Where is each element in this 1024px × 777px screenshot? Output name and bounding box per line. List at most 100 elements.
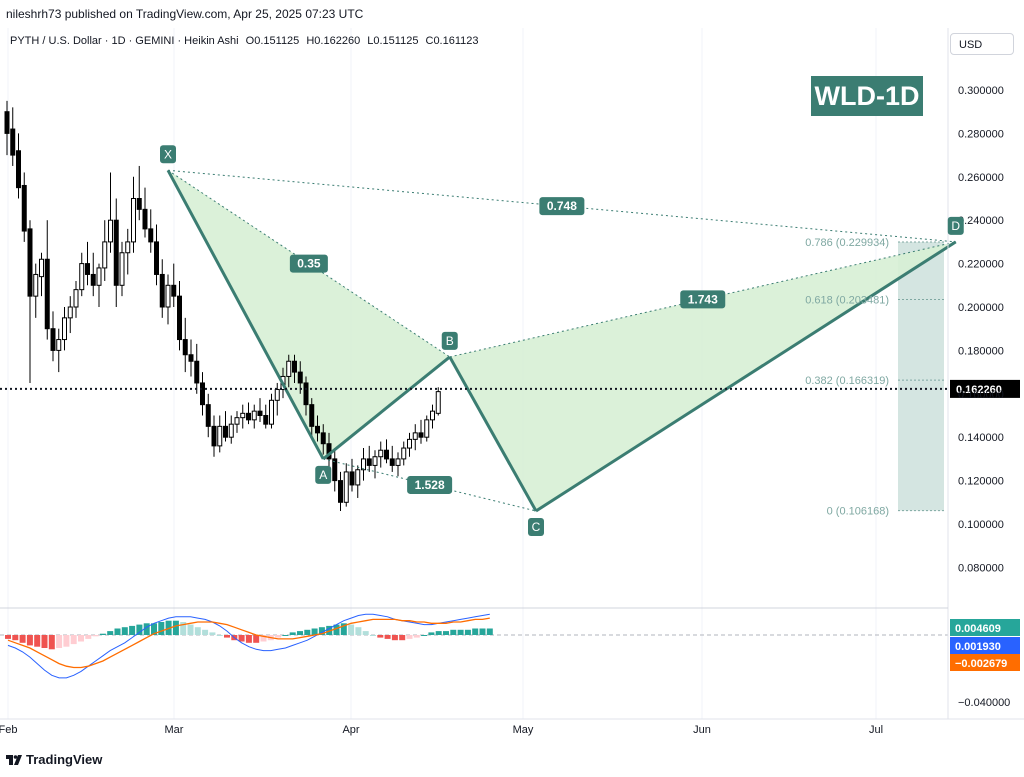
macd-histogram-bar xyxy=(472,628,479,635)
ohlc-high: H0.162260 xyxy=(306,35,361,47)
time-tick-label: Apr xyxy=(342,724,359,736)
price-tick-label: 0.080000 xyxy=(958,562,1004,574)
candle-body xyxy=(142,208,148,230)
macd-line xyxy=(7,613,490,679)
candle-body xyxy=(251,410,257,421)
macd-histogram-bar xyxy=(282,635,289,636)
macd-histogram-bar xyxy=(180,622,187,635)
candle-body xyxy=(355,469,361,486)
macd-histogram-bar xyxy=(56,635,63,648)
price-tick-label: 0.260000 xyxy=(958,172,1004,184)
candle-body xyxy=(119,252,125,286)
candle-body xyxy=(44,258,50,330)
candle-body xyxy=(286,360,292,377)
macd-histogram-bar xyxy=(107,631,114,635)
price-tick-label: 0.160000 xyxy=(958,389,1004,401)
macd-histogram-bar xyxy=(216,635,223,636)
candle-body xyxy=(125,241,131,254)
candle-body xyxy=(62,317,67,341)
candle-body xyxy=(67,306,73,319)
fibonacci-levels: 0.786 (0.229934) 0.618 (0.203481) 0.382 (0… xyxy=(0,237,1020,518)
candle-body xyxy=(257,410,263,417)
candle-body xyxy=(430,410,435,421)
point-label: B xyxy=(446,334,454,348)
macd-histogram-bar xyxy=(253,635,260,643)
candle-body xyxy=(269,399,274,425)
macd-histogram-bar xyxy=(457,629,464,635)
macd-histogram-bar xyxy=(70,635,77,645)
price-tick-label: 0.180000 xyxy=(958,345,1004,357)
macd-histogram-bar xyxy=(194,627,201,635)
macd-value-label: 0.004609 xyxy=(955,623,1001,635)
symbol-legend: PYTH / U.S. Dollar · 1D · GEMINI · Heiki… xyxy=(10,35,483,47)
candle-body xyxy=(177,295,182,341)
macd-histogram-bar xyxy=(63,635,70,647)
macd-histogram-bar xyxy=(151,623,157,635)
macd-histogram-bar xyxy=(355,627,362,635)
candle-body xyxy=(234,417,240,425)
candle-body xyxy=(154,241,159,275)
candle-body xyxy=(217,425,223,447)
price-tick-label: 0.220000 xyxy=(958,259,1004,271)
ratio-badge xyxy=(680,290,726,309)
fib-level-label: 0.618 (0.203481) xyxy=(805,294,889,306)
macd-histogram-bar xyxy=(92,635,99,637)
candle-body xyxy=(205,404,211,427)
macd-histogram-bar xyxy=(136,624,143,635)
publisher-line: nileshrh73 published on TradingView.com,… xyxy=(6,7,364,21)
candle-body xyxy=(4,111,10,134)
fib-level-label: 0.786 (0.229934) xyxy=(805,237,889,249)
macd-histogram-bar xyxy=(85,635,92,639)
macd-value-label: 0.001930 xyxy=(955,641,1001,653)
macd-histogram-bar xyxy=(12,635,19,641)
pattern-leg xyxy=(535,240,957,513)
candle-body xyxy=(33,273,39,297)
candle-body xyxy=(148,228,154,243)
candle-body xyxy=(297,371,303,384)
ratio-badge xyxy=(407,475,453,494)
fib-zone-rect xyxy=(898,242,944,511)
candle-body xyxy=(349,471,355,486)
candle-body xyxy=(320,432,326,445)
macd-histogram-bar xyxy=(19,635,26,643)
candle-body xyxy=(188,354,194,362)
price-tick-label: 0.200000 xyxy=(958,302,1004,314)
candle-body xyxy=(10,128,16,156)
candle-body xyxy=(343,471,349,503)
macd-histogram-bar xyxy=(238,635,245,642)
candle-body xyxy=(223,425,228,438)
macd-histogram-bar xyxy=(224,635,230,638)
point-label: C xyxy=(532,520,541,534)
fib-level-label: 0.382 (0.166319) xyxy=(805,375,889,387)
macd-histogram-bar xyxy=(370,635,376,636)
price-tick-label: 0.120000 xyxy=(958,476,1004,488)
current-price-badge xyxy=(950,379,1020,398)
fib-target-zone xyxy=(898,242,944,511)
ohlc-open: O0.151125 xyxy=(245,35,300,47)
macd-histogram-bar xyxy=(399,635,406,641)
candle-body xyxy=(56,339,62,351)
candle-body xyxy=(102,241,108,269)
macd-histogram-bar xyxy=(318,627,325,635)
macd-histogram-bar xyxy=(348,624,355,635)
tradingview-brand[interactable]: TradingView xyxy=(6,752,102,767)
candle-body xyxy=(372,456,378,466)
tradingview-brand-label: TradingView xyxy=(26,752,103,767)
currency-button[interactable]: USD xyxy=(950,33,1014,55)
macd-histogram-bar xyxy=(129,625,136,635)
point-label: A xyxy=(319,468,327,482)
candle-body xyxy=(39,258,44,278)
pattern-leg xyxy=(166,169,325,460)
macd-histogram-bar xyxy=(377,635,384,638)
macd-histogram-bar xyxy=(114,628,121,635)
axes: 0.300000 0.280000 0.260000 0.240000 0.220000… xyxy=(0,28,1024,736)
candle-body xyxy=(274,388,280,401)
price-tick-label: 0.140000 xyxy=(958,432,1004,444)
candle-body xyxy=(165,284,171,308)
macd-histogram-bar xyxy=(158,622,165,635)
macd-histogram-bar xyxy=(5,635,11,639)
candle-body xyxy=(366,458,372,466)
pattern-leg xyxy=(322,355,451,461)
point-label: X xyxy=(164,147,172,161)
